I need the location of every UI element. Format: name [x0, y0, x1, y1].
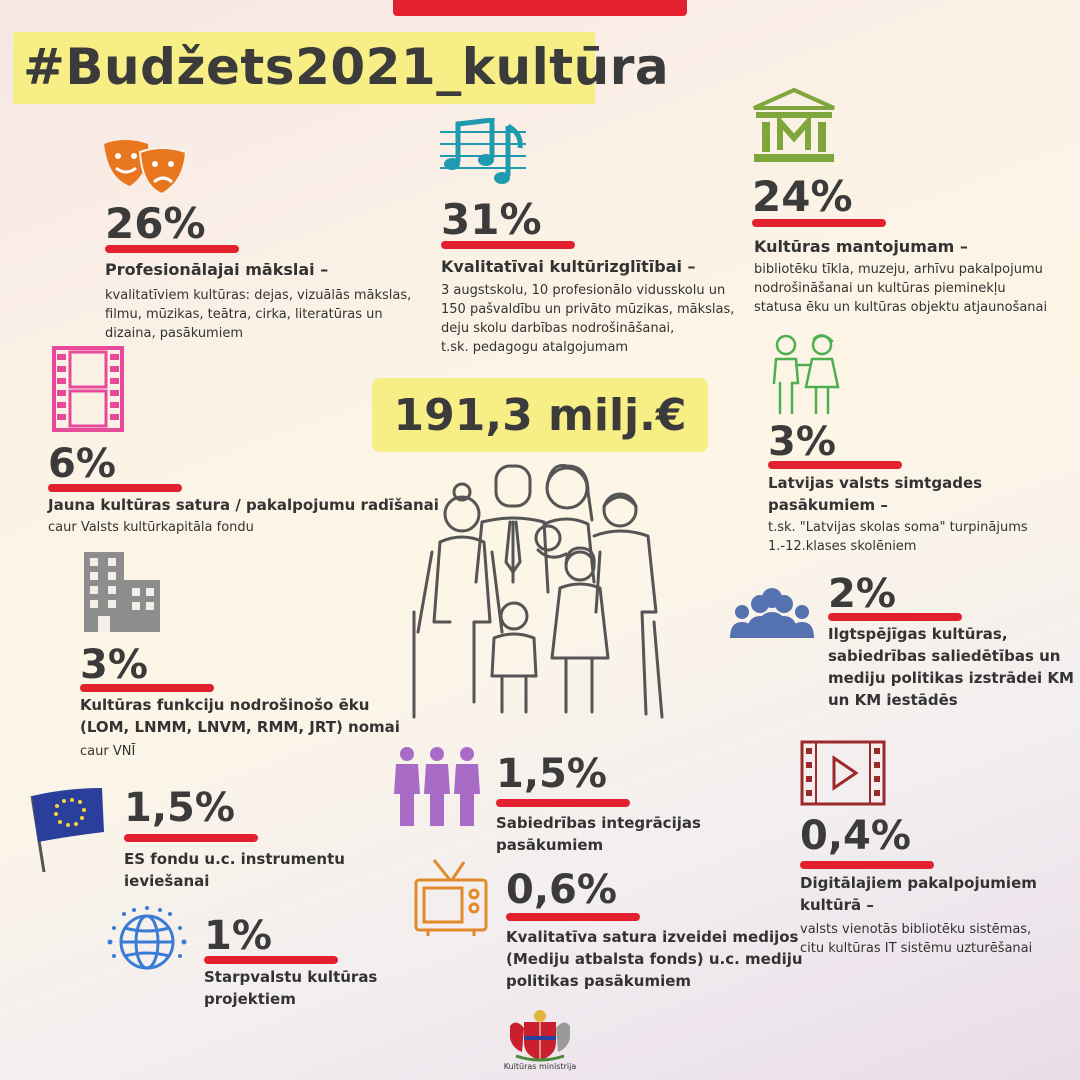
- tv-icon: [414, 859, 488, 936]
- bar-new-content: [48, 484, 182, 492]
- music-notes-icon: [440, 118, 526, 184]
- hashtag-banner: #Budžets2021_kultūra: [13, 32, 669, 104]
- top-accent-bar: [393, 0, 687, 16]
- bar-media: [506, 913, 640, 921]
- pct-sustainable: 2%: [828, 571, 896, 617]
- pct-eu-funds: 1,5%: [124, 785, 235, 831]
- pct-heritage: 24%: [752, 172, 853, 221]
- people-group-icon: [730, 588, 814, 638]
- pct-education: 31%: [441, 195, 542, 244]
- desc-centenary: t.sk. "Latvijas skolas soma" turpinājums…: [768, 520, 1028, 554]
- pct-centenary: 3%: [768, 419, 836, 465]
- desc-heritage: bibliotēku tīkla, muzeju, arhīvu pakalpo…: [754, 262, 1048, 315]
- museum-icon: [753, 88, 835, 162]
- theater-masks-icon: [104, 140, 188, 196]
- three-people-icon: [394, 747, 480, 826]
- title-international: Starpvalstu kultūras projektiem: [204, 968, 378, 1008]
- hashtag-title: #Budžets2021_kultūra: [23, 38, 670, 96]
- bar-eu-funds: [124, 834, 258, 842]
- title-digital: Digitālajiem pakalpojumiem kultūrā –: [800, 874, 1037, 914]
- bar-buildings: [80, 684, 214, 692]
- desc-education: 3 augstskolu, 10 profesionālo vidusskolu…: [441, 283, 735, 355]
- buildings-icon: [84, 552, 160, 632]
- ministry-label: Kultūras ministrija: [503, 1062, 577, 1071]
- title-centenary: Latvijas valsts simtgades pasākumiem –: [768, 474, 983, 514]
- bar-prof-art: [105, 245, 239, 253]
- title-eu-funds: ES fondu u.c. instrumentu ieviešanai: [124, 850, 345, 890]
- total-budget-box: 191,3 milj.€: [372, 378, 708, 452]
- pct-prof-art: 26%: [105, 199, 206, 248]
- bar-sustainable: [828, 613, 962, 621]
- title-education: Kvalitatīvai kultūrizglītībai –: [441, 257, 696, 276]
- title-buildings: Kultūras funkciju nodrošinošo ēku (LOM, L…: [80, 696, 400, 736]
- title-prof-art: Profesionālajai mākslai –: [105, 260, 329, 279]
- globe-icon: [107, 906, 187, 970]
- desc-digital: valsts vienotās bibliotēku sistēmas, citu…: [800, 922, 1033, 956]
- pct-buildings: 3%: [80, 642, 148, 688]
- title-new-content: Jauna kultūras satura / pakalpojumu radī…: [48, 496, 439, 514]
- bar-heritage: [752, 219, 886, 227]
- video-play-icon: [800, 740, 886, 806]
- pct-digital: 0,4%: [800, 813, 911, 859]
- bar-digital: [800, 861, 934, 869]
- family-icon: [412, 463, 664, 719]
- title-integration: Sabiedrības integrācijas pasākumiem: [496, 814, 701, 854]
- coat-of-arms-icon: [510, 1010, 570, 1062]
- bar-integration: [496, 799, 630, 807]
- desc-buildings: caur VNĪ: [80, 744, 136, 759]
- desc-prof-art: kvalitatīviem kultūras: dejas, vizuālās …: [105, 288, 412, 341]
- bar-centenary: [768, 461, 902, 469]
- title-heritage: Kultūras mantojumam –: [754, 237, 968, 256]
- film-strip-icon: [52, 346, 124, 432]
- title-sustainable: Ilgtspējīgas kultūras, sabiedrības salied…: [828, 625, 1074, 709]
- pct-media: 0,6%: [506, 867, 617, 913]
- pct-integration: 1,5%: [496, 751, 607, 797]
- bar-education: [441, 241, 575, 249]
- pct-international: 1%: [204, 913, 272, 959]
- eu-flag-icon: [30, 788, 104, 873]
- children-icon: [772, 334, 840, 415]
- title-media: Kvalitatīva satura izveidei medijos (Medi…: [506, 928, 803, 990]
- desc-new-content: caur Valsts kultūrkapitāla fondu: [48, 520, 254, 535]
- pct-new-content: 6%: [48, 441, 116, 487]
- bar-international: [204, 956, 338, 964]
- total-budget: 191,3 milj.€: [393, 390, 687, 441]
